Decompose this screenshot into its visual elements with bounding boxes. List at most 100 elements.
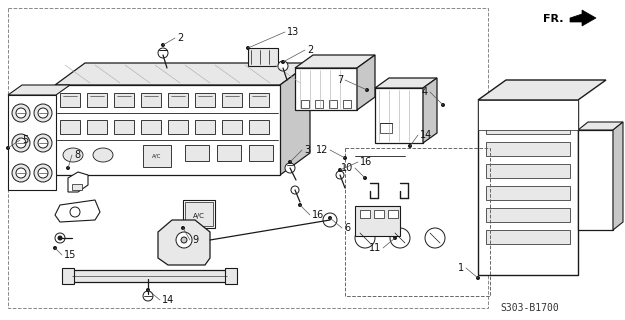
- Polygon shape: [295, 55, 375, 68]
- Text: 2: 2: [307, 45, 313, 55]
- Bar: [222, 120, 242, 134]
- Circle shape: [12, 134, 30, 152]
- Bar: [195, 93, 215, 107]
- Circle shape: [16, 168, 26, 178]
- Bar: [183, 200, 215, 228]
- Text: 10: 10: [341, 163, 353, 173]
- Circle shape: [409, 145, 411, 148]
- Polygon shape: [357, 55, 375, 110]
- Bar: [315, 100, 323, 108]
- Text: 11: 11: [369, 243, 381, 253]
- Circle shape: [38, 168, 48, 178]
- Circle shape: [6, 147, 9, 149]
- Polygon shape: [68, 172, 88, 192]
- Circle shape: [344, 156, 346, 159]
- Bar: [225, 268, 237, 284]
- Circle shape: [281, 60, 284, 63]
- Bar: [8, 95, 56, 190]
- Text: 1: 1: [458, 263, 464, 273]
- Bar: [217, 145, 241, 161]
- Bar: [72, 184, 82, 190]
- Text: 16: 16: [360, 157, 372, 167]
- Text: 7: 7: [337, 75, 343, 85]
- Bar: [185, 145, 209, 161]
- Bar: [87, 120, 107, 134]
- Circle shape: [34, 164, 52, 182]
- Circle shape: [278, 61, 288, 71]
- Circle shape: [66, 166, 69, 170]
- Text: A/C: A/C: [152, 154, 162, 158]
- Circle shape: [55, 233, 65, 243]
- Text: 15: 15: [64, 250, 76, 260]
- Bar: [62, 268, 74, 284]
- Bar: [295, 68, 357, 110]
- Polygon shape: [55, 200, 100, 222]
- Bar: [168, 93, 188, 107]
- Bar: [114, 93, 134, 107]
- Circle shape: [12, 104, 30, 122]
- Circle shape: [16, 108, 26, 118]
- Bar: [72, 270, 227, 282]
- Circle shape: [34, 104, 52, 122]
- Text: 3: 3: [304, 145, 310, 155]
- Bar: [249, 93, 269, 107]
- Circle shape: [336, 171, 344, 179]
- Circle shape: [339, 169, 341, 172]
- Bar: [141, 120, 161, 134]
- Circle shape: [181, 227, 184, 229]
- Bar: [478, 100, 578, 275]
- Bar: [141, 93, 161, 107]
- Bar: [375, 88, 423, 143]
- Circle shape: [285, 163, 295, 173]
- Text: 5: 5: [22, 135, 28, 145]
- Polygon shape: [8, 85, 70, 95]
- Bar: [486, 208, 570, 222]
- Text: FR.: FR.: [542, 14, 563, 24]
- Bar: [486, 186, 570, 200]
- Circle shape: [143, 291, 153, 301]
- Circle shape: [364, 177, 366, 180]
- Circle shape: [70, 207, 80, 217]
- Bar: [486, 164, 570, 178]
- Circle shape: [146, 289, 149, 292]
- Bar: [222, 93, 242, 107]
- Circle shape: [394, 236, 396, 239]
- Circle shape: [289, 161, 291, 164]
- Text: 12: 12: [316, 145, 328, 155]
- Bar: [168, 120, 188, 134]
- Text: 8: 8: [74, 150, 80, 160]
- Polygon shape: [613, 122, 623, 230]
- Bar: [60, 120, 80, 134]
- Ellipse shape: [63, 148, 83, 162]
- Bar: [55, 85, 280, 175]
- Bar: [249, 120, 269, 134]
- Bar: [388, 210, 398, 218]
- Bar: [87, 93, 107, 107]
- Ellipse shape: [93, 148, 113, 162]
- Bar: [355, 206, 400, 236]
- Circle shape: [38, 108, 48, 118]
- Bar: [329, 100, 337, 108]
- Bar: [345, 148, 490, 296]
- Bar: [249, 145, 273, 161]
- Circle shape: [291, 186, 299, 194]
- Bar: [380, 123, 392, 133]
- Circle shape: [38, 138, 48, 148]
- Bar: [301, 100, 309, 108]
- Bar: [248, 48, 278, 66]
- Circle shape: [299, 204, 301, 206]
- Polygon shape: [423, 78, 437, 143]
- Circle shape: [246, 46, 249, 50]
- Bar: [578, 130, 613, 230]
- Text: 6: 6: [344, 223, 350, 233]
- Polygon shape: [375, 78, 437, 88]
- Text: 13: 13: [287, 27, 299, 37]
- Circle shape: [12, 164, 30, 182]
- Bar: [343, 100, 351, 108]
- Polygon shape: [478, 80, 606, 100]
- Circle shape: [16, 138, 26, 148]
- Circle shape: [181, 237, 187, 243]
- Bar: [486, 120, 570, 134]
- Text: 16: 16: [312, 210, 324, 220]
- Text: A/C: A/C: [193, 213, 205, 219]
